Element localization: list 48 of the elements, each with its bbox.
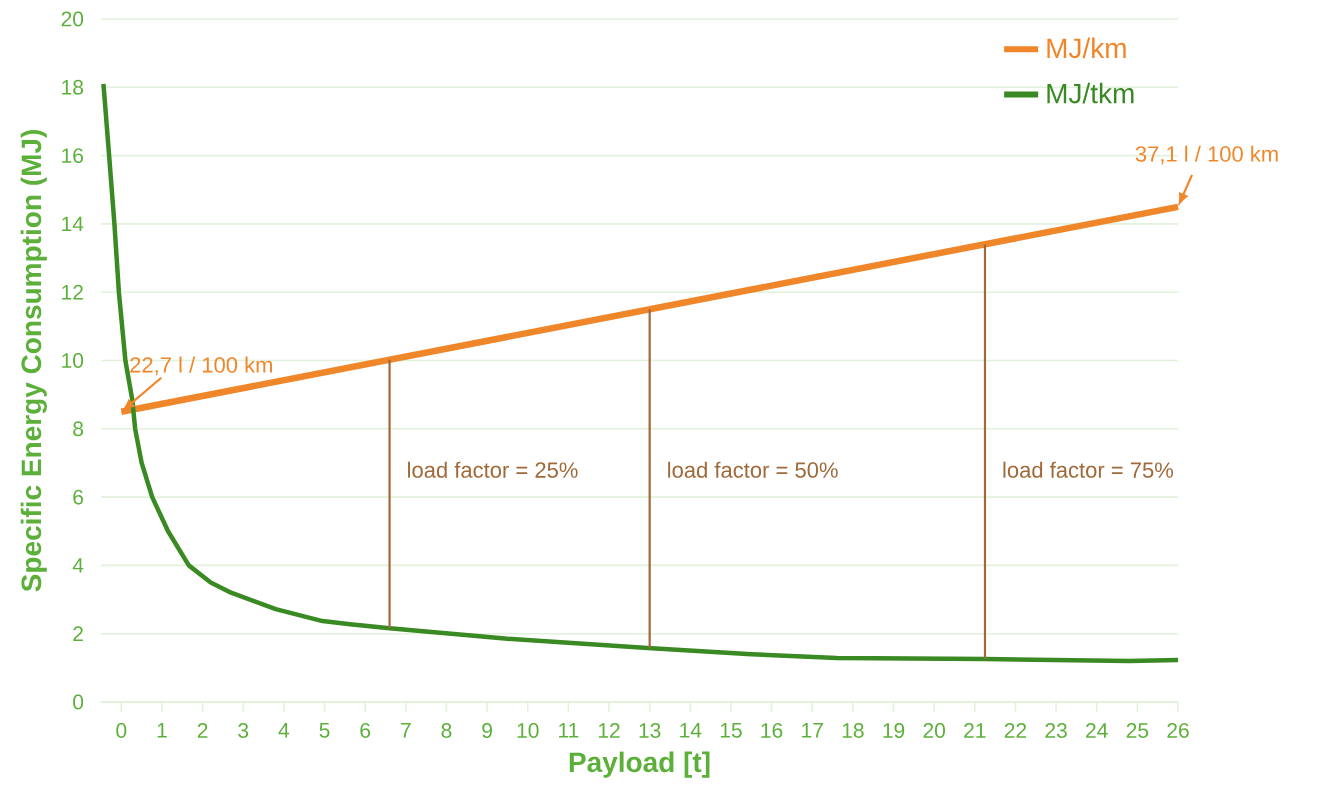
x-tick-label: 0 [116,723,127,738]
x-tick-label: 6 [360,723,371,738]
x-tick-label: 2 [197,723,208,738]
y-tick-label: 18 [62,79,84,95]
line-series [101,81,1181,664]
y-tick-label: 10 [62,353,84,368]
y-axis-title: Specific Energy Consumption (MJ) [20,130,47,592]
annotation: 22,7 l / 100 km [130,356,272,376]
y-tick-label: 8 [73,421,84,437]
x-tick-label: 16 [761,723,783,738]
annotation: load factor = 75% [1003,461,1174,478]
x-tick-label: 13 [639,723,661,738]
x-tick-label: 21 [964,723,986,738]
x-tick-label: 10 [517,723,539,738]
legend-label: MJ/km [1047,37,1126,59]
x-tick-label: 5 [319,723,330,738]
y-tick-label: 4 [72,558,84,573]
y-tick-label: 0 [73,694,84,710]
x-tick-label: 8 [441,723,452,738]
x-tick-label: 7 [401,723,411,738]
annotation: load factor = 25% [408,461,578,478]
x-tick-label: 1 [157,723,167,738]
x-tick-label: 25 [1126,723,1149,738]
x-tick-label: 12 [598,723,620,738]
y-tick-label: 14 [62,216,84,232]
x-tick-label: 19 [883,723,905,738]
y-tick-label: 6 [73,489,84,505]
x-tick-label: 23 [1045,723,1067,738]
y-tick-label: 12 [62,284,83,300]
x-tick-label: 4 [278,723,290,738]
x-tick-label: 24 [1086,723,1108,738]
x-tick-label: 26 [1167,723,1189,738]
x-tick-label: 15 [720,723,742,738]
x-axis-title: Payload [t] [569,751,710,778]
annotation: 37,1 l / 100 km [1135,145,1278,165]
x-tick-label: 22 [1004,723,1027,738]
x-tick-label: 9 [482,723,492,738]
y-tick-label: 2 [73,626,83,642]
x-tick-label: 11 [559,723,579,738]
x-tick-label: 3 [238,723,249,738]
y-tick-label: 20 [61,11,84,27]
x-tick-label: 17 [802,723,823,738]
x-tick-label: 18 [842,723,864,738]
x-tick-label: 14 [680,723,702,738]
x-tick-label: 20 [923,723,945,738]
y-tick-label: 16 [62,148,84,164]
legend-label: MJ/tkm [1047,82,1134,104]
annotation: load factor = 50% [668,461,838,478]
